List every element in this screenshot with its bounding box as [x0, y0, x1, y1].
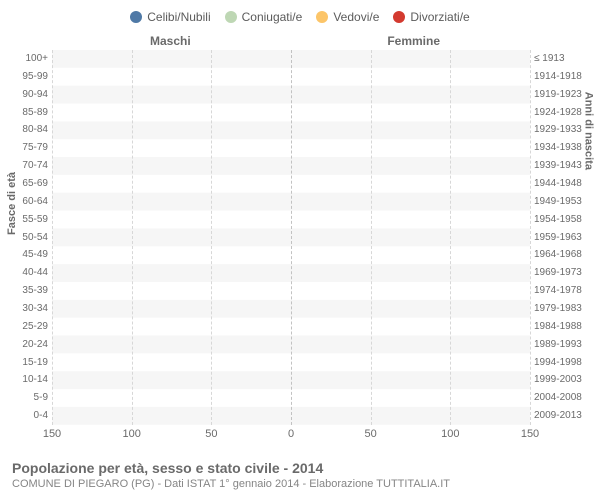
age-label: 0-4 [12, 407, 48, 425]
birth-label: 1979-1983 [534, 300, 588, 318]
age-label: 85-89 [12, 104, 48, 122]
age-label: 15-19 [12, 354, 48, 372]
table-row: 95-991914-1918 [52, 68, 530, 86]
bar-rows: 100+≤ 191395-991914-191890-941919-192385… [52, 50, 530, 425]
age-label: 30-34 [12, 300, 48, 318]
table-row: 70-741939-1943 [52, 157, 530, 175]
table-row: 20-241989-1993 [52, 336, 530, 354]
birth-label: 1994-1998 [534, 354, 588, 372]
birth-label: 1969-1973 [534, 264, 588, 282]
birth-label: 1989-1993 [534, 336, 588, 354]
table-row: 15-191994-1998 [52, 354, 530, 372]
birth-label: 1959-1963 [534, 229, 588, 247]
legend-swatch [225, 11, 237, 23]
age-label: 10-14 [12, 371, 48, 389]
age-label: 35-39 [12, 282, 48, 300]
birth-label: 1934-1938 [534, 139, 588, 157]
table-row: 100+≤ 1913 [52, 50, 530, 68]
legend-label: Coniugati/e [242, 10, 303, 24]
table-row: 35-391974-1978 [52, 282, 530, 300]
legend-label: Celibi/Nubili [147, 10, 210, 24]
legend-item: Celibi/Nubili [130, 10, 210, 24]
age-label: 90-94 [12, 86, 48, 104]
birth-label: 1919-1923 [534, 86, 588, 104]
table-row: 50-541959-1963 [52, 229, 530, 247]
legend-swatch [393, 11, 405, 23]
birth-label: 1929-1933 [534, 121, 588, 139]
age-label: 95-99 [12, 68, 48, 86]
birth-label: 1914-1918 [534, 68, 588, 86]
plot-area: 100+≤ 191395-991914-191890-941919-192385… [52, 50, 530, 425]
age-label: 80-84 [12, 121, 48, 139]
birth-label: 1944-1948 [534, 175, 588, 193]
age-label: 70-74 [12, 157, 48, 175]
birth-label: 1939-1943 [534, 157, 588, 175]
x-tick-label: 100 [122, 428, 140, 440]
table-row: 40-441969-1973 [52, 264, 530, 282]
table-row: 0-42009-2013 [52, 407, 530, 425]
x-axis: 15010050050100150 [52, 428, 530, 442]
birth-label: 2009-2013 [534, 407, 588, 425]
table-row: 25-291984-1988 [52, 318, 530, 336]
table-row: 90-941919-1923 [52, 86, 530, 104]
table-row: 45-491964-1968 [52, 246, 530, 264]
x-tick-label: 150 [43, 428, 61, 440]
female-header: Femmine [387, 34, 440, 48]
legend-swatch [130, 11, 142, 23]
legend-label: Divorziati/e [410, 10, 469, 24]
birth-label: 2004-2008 [534, 389, 588, 407]
table-row: 30-341979-1983 [52, 300, 530, 318]
table-row: 80-841929-1933 [52, 121, 530, 139]
age-label: 50-54 [12, 229, 48, 247]
footer: Popolazione per età, sesso e stato civil… [12, 460, 588, 490]
table-row: 5-92004-2008 [52, 389, 530, 407]
birth-label: ≤ 1913 [534, 50, 588, 68]
birth-label: 1949-1953 [534, 193, 588, 211]
age-label: 65-69 [12, 175, 48, 193]
age-label: 45-49 [12, 246, 48, 264]
chart-title: Popolazione per età, sesso e stato civil… [12, 460, 588, 478]
table-row: 55-591954-1958 [52, 211, 530, 229]
legend-swatch [316, 11, 328, 23]
age-label: 55-59 [12, 211, 48, 229]
birth-label: 1974-1978 [534, 282, 588, 300]
table-row: 75-791934-1938 [52, 139, 530, 157]
table-row: 60-641949-1953 [52, 193, 530, 211]
legend-item: Divorziati/e [393, 10, 469, 24]
grid-vline [530, 50, 531, 425]
birth-label: 1999-2003 [534, 371, 588, 389]
legend-item: Coniugati/e [225, 10, 303, 24]
table-row: 65-691944-1948 [52, 175, 530, 193]
x-tick-label: 150 [521, 428, 539, 440]
table-row: 10-141999-2003 [52, 371, 530, 389]
birth-label: 1984-1988 [534, 318, 588, 336]
chart-subtitle: COMUNE DI PIEGARO (PG) - Dati ISTAT 1° g… [12, 478, 588, 490]
birth-label: 1924-1928 [534, 104, 588, 122]
legend: Celibi/Nubili Coniugati/e Vedovi/e Divorzia… [0, 0, 600, 24]
age-label: 25-29 [12, 318, 48, 336]
chart-container: Celibi/Nubili Coniugati/e Vedovi/e Divorzia… [0, 0, 600, 500]
male-header: Maschi [150, 34, 191, 48]
age-label: 75-79 [12, 139, 48, 157]
table-row: 85-891924-1928 [52, 104, 530, 122]
age-label: 5-9 [12, 389, 48, 407]
age-label: 60-64 [12, 193, 48, 211]
x-tick-label: 50 [365, 428, 377, 440]
x-tick-label: 100 [441, 428, 459, 440]
x-tick-label: 50 [205, 428, 217, 440]
age-label: 20-24 [12, 336, 48, 354]
birth-label: 1954-1958 [534, 211, 588, 229]
x-tick-label: 0 [288, 428, 294, 440]
birth-label: 1964-1968 [534, 246, 588, 264]
age-label: 40-44 [12, 264, 48, 282]
legend-item: Vedovi/e [316, 10, 379, 24]
age-label: 100+ [12, 50, 48, 68]
legend-label: Vedovi/e [333, 10, 379, 24]
